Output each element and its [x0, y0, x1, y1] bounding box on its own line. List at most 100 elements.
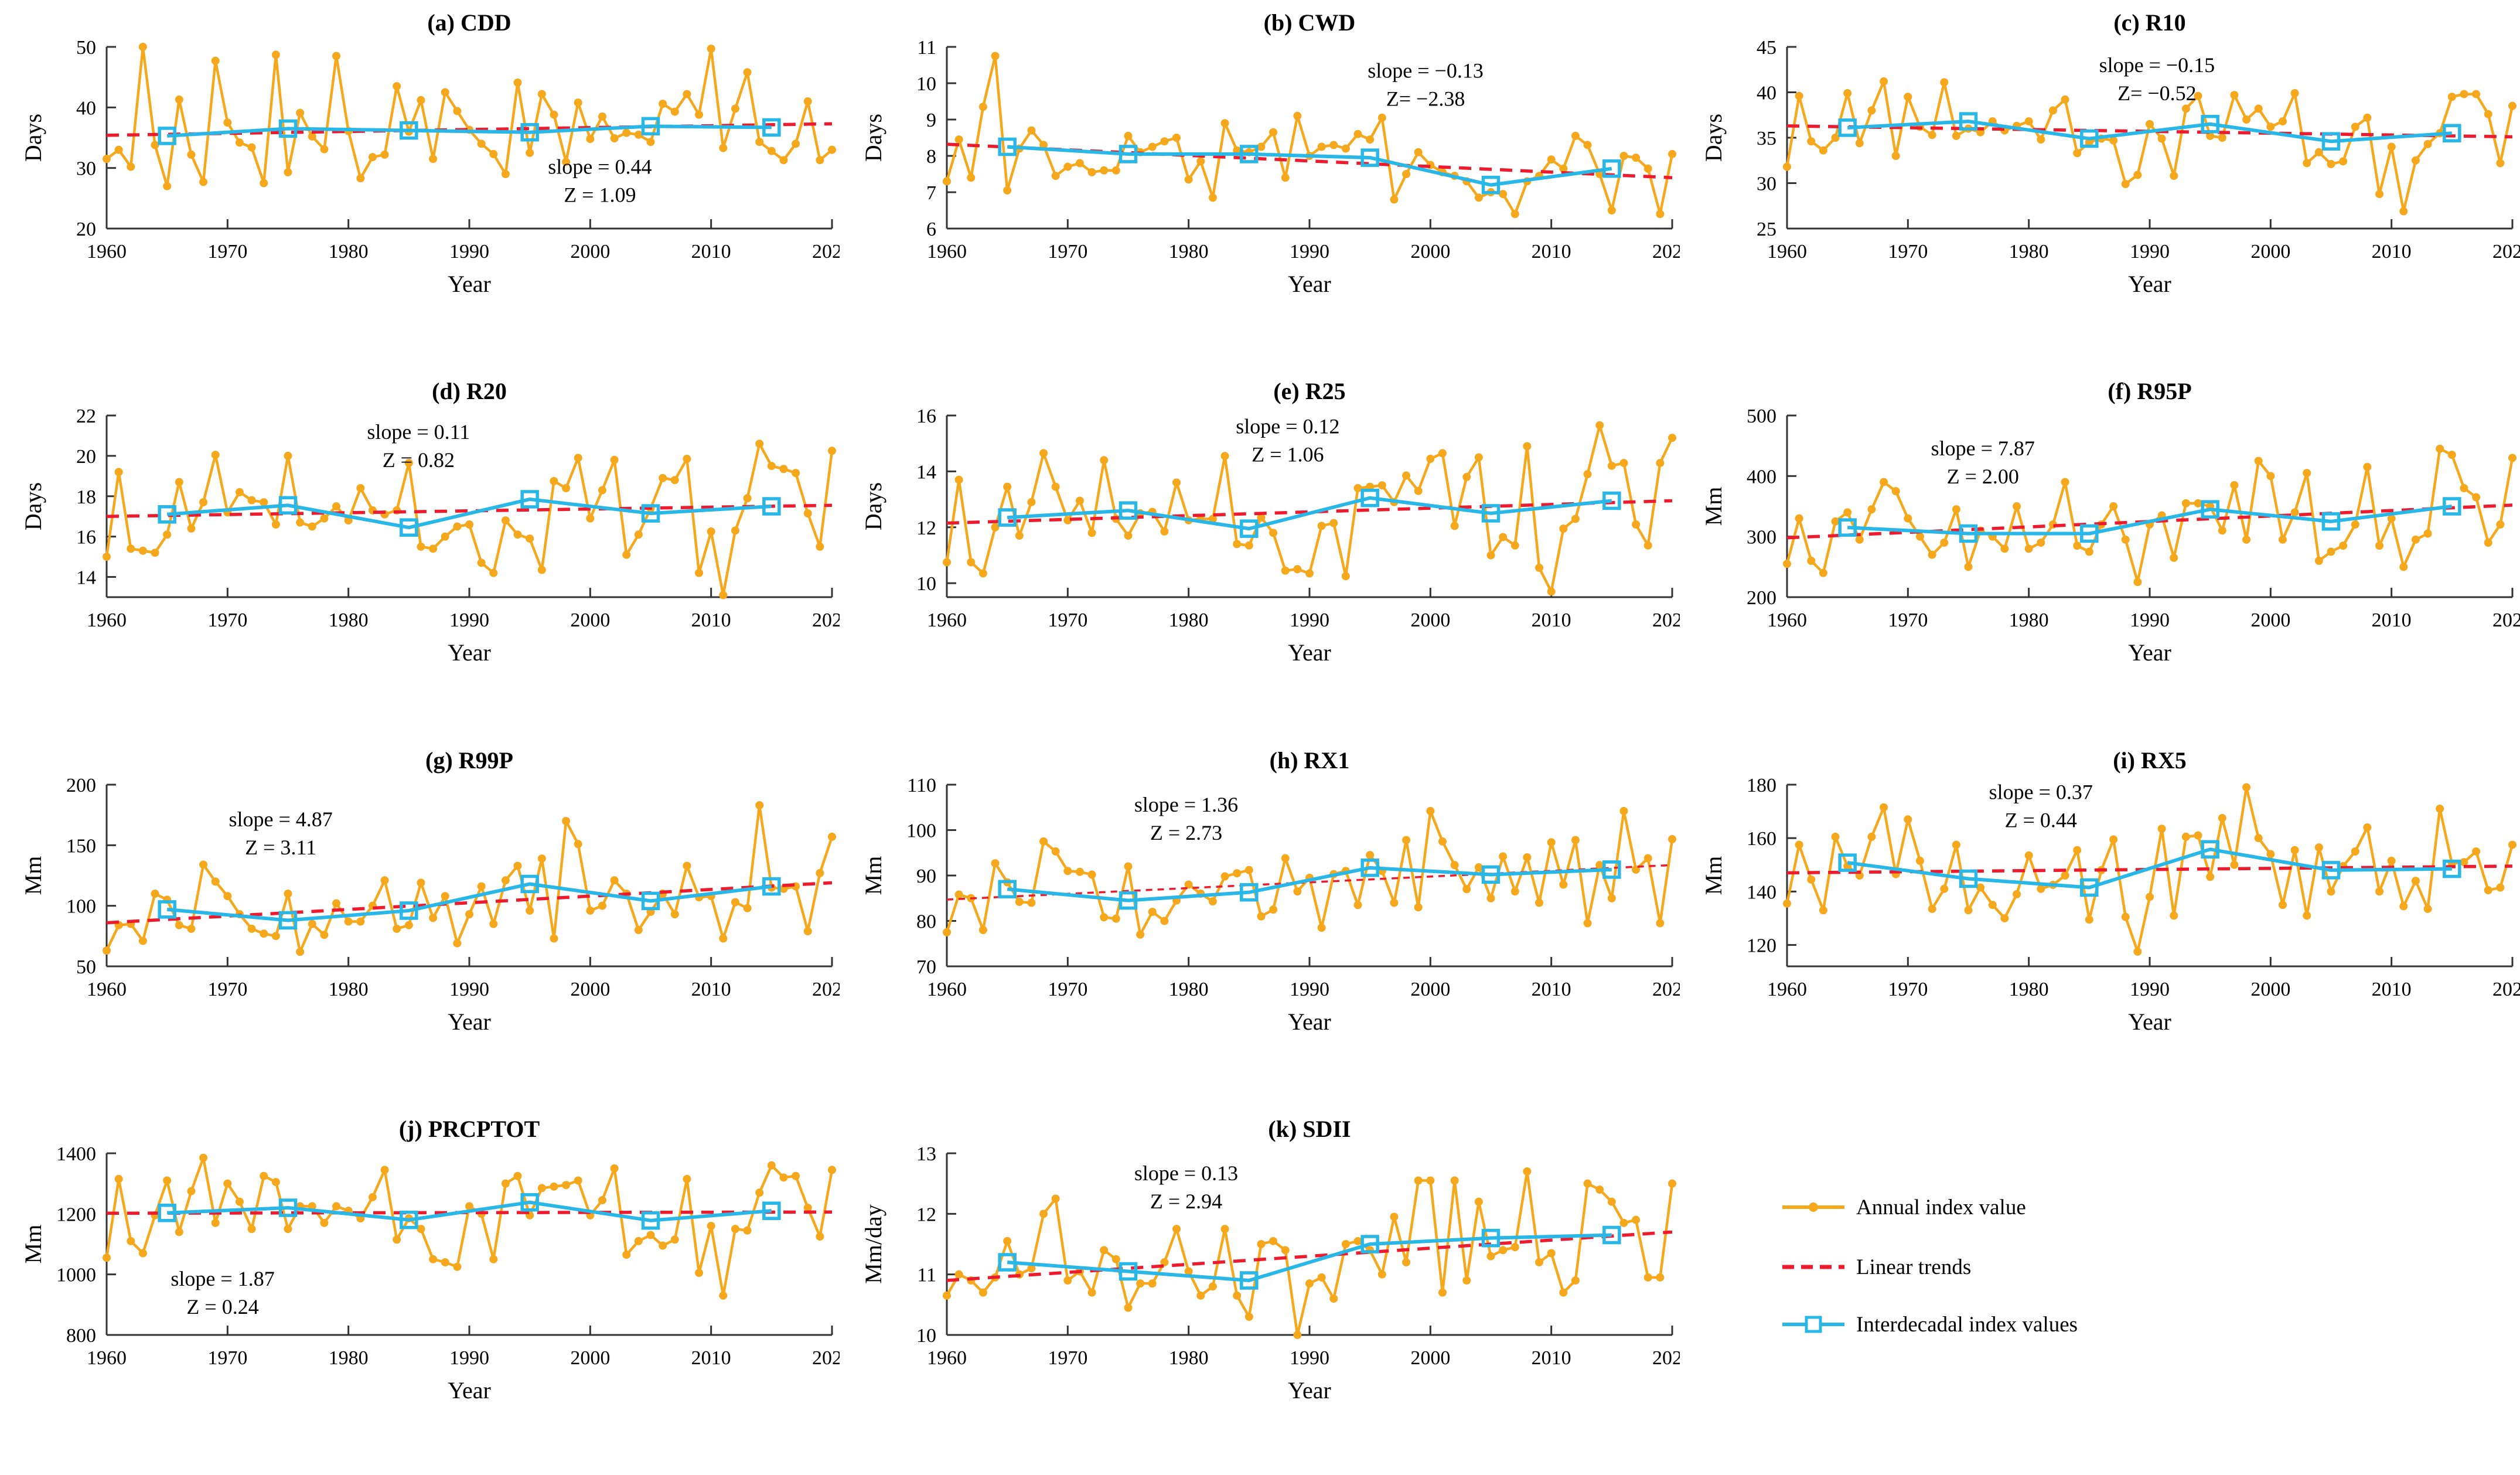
- annual-point: [1111, 914, 1120, 923]
- annual-point: [1831, 134, 1840, 142]
- annual-point: [2085, 138, 2093, 147]
- x-tick-label: 1970: [1888, 609, 1928, 631]
- annual-point: [441, 88, 449, 97]
- annual-point: [2399, 207, 2408, 216]
- annual-point: [1293, 111, 1302, 120]
- annual-point: [743, 904, 752, 912]
- x-tick-label: 1980: [329, 1347, 369, 1369]
- annual-point: [670, 910, 679, 919]
- annual-point: [1783, 899, 1791, 908]
- x-tick-label: 1980: [1169, 1347, 1209, 1369]
- annual-point: [1233, 1291, 1242, 1300]
- interdecadal-line: [166, 882, 772, 922]
- annual-point: [1317, 142, 1326, 151]
- annual-point: [1891, 152, 1900, 160]
- annual-point: [1317, 522, 1326, 530]
- chart-title: (f) R95P: [2108, 378, 2191, 404]
- z-annotation: Z = 0.44: [2005, 808, 2077, 832]
- annual-point: [707, 527, 715, 536]
- annual-series-line: [105, 45, 833, 188]
- interdecadal-marker: [1240, 883, 1259, 902]
- y-tick-label: 70: [916, 956, 936, 978]
- x-axis-label: Year: [1288, 1377, 1331, 1404]
- interdecadal-marker: [278, 496, 298, 515]
- y-tick-label: 40: [1757, 83, 1776, 104]
- annual-point: [284, 451, 292, 460]
- interdecadal-line: [1007, 145, 1612, 187]
- interdecadal-marker: [1481, 865, 1501, 884]
- y-tick-label: 20: [76, 219, 96, 240]
- y-tick-label: 16: [916, 406, 936, 427]
- annual-point: [296, 518, 305, 527]
- annual-point: [1656, 459, 1665, 468]
- annual-point: [755, 801, 764, 810]
- annual-point: [2327, 887, 2335, 896]
- x-tick-label: 2010: [1532, 609, 1571, 631]
- annual-series-line: [105, 442, 834, 597]
- x-tick-label: 2000: [1410, 241, 1450, 263]
- annual-point: [2460, 90, 2468, 98]
- x-tick-label: 1990: [1290, 979, 1329, 1000]
- annual-point: [1305, 1279, 1314, 1288]
- annual-point: [453, 522, 462, 531]
- annual-point: [211, 56, 220, 65]
- annual-point: [1414, 486, 1423, 495]
- annual-point: [1402, 836, 1411, 844]
- annual-point: [417, 96, 425, 104]
- annual-point: [1244, 541, 1253, 550]
- slope-annotation: slope = 0.12: [1236, 415, 1339, 438]
- slope-annotation: slope = 4.87: [229, 808, 332, 831]
- chart-title: (d) R20: [432, 378, 507, 404]
- y-tick-label: 150: [66, 835, 96, 857]
- annual-point: [1571, 1276, 1580, 1285]
- annual-point: [1450, 861, 1459, 870]
- annual-point: [719, 1291, 728, 1300]
- y-tick-label: 1200: [56, 1204, 96, 1225]
- annual-point: [1100, 1246, 1109, 1255]
- annual-point: [103, 553, 111, 561]
- interdecadal-marker: [762, 497, 781, 516]
- annual-point: [2254, 457, 2263, 465]
- annual-point: [978, 926, 987, 934]
- annual-point: [1269, 128, 1278, 137]
- annual-point: [513, 861, 522, 870]
- annual-point: [2037, 539, 2045, 547]
- annual-point: [646, 138, 655, 147]
- annual-point: [320, 145, 329, 154]
- annual-point: [513, 1171, 522, 1180]
- annual-point: [2133, 947, 2142, 956]
- annual-point: [138, 43, 147, 51]
- annual-point: [1075, 867, 1084, 876]
- slope-annotation: slope = 1.36: [1134, 793, 1238, 816]
- annual-point: [1220, 452, 1229, 461]
- annual-point: [1952, 131, 1960, 140]
- x-tick-label: 2000: [2250, 609, 2290, 631]
- annual-point: [127, 1236, 135, 1245]
- annual-point: [1795, 91, 1803, 100]
- annual-point: [260, 179, 268, 188]
- annual-point: [1124, 862, 1133, 871]
- annual-point: [1928, 904, 1936, 913]
- annual-point: [1196, 157, 1205, 166]
- annual-point: [235, 138, 244, 147]
- annual-point: [2073, 541, 2082, 550]
- annual-point: [127, 162, 135, 171]
- annual-point: [2109, 835, 2118, 844]
- annual-point: [187, 150, 196, 159]
- annual-point: [2387, 856, 2396, 865]
- y-axis-label: Days: [20, 114, 46, 162]
- chart-rx5-svg: 120 140 160 180 1960 1970 1980 1990 2000 2010 2020…: [1700, 747, 2520, 1035]
- annual-point: [1390, 1212, 1399, 1221]
- annual-point: [550, 934, 558, 943]
- annual-point: [1281, 1246, 1290, 1255]
- annual-point: [1390, 195, 1399, 204]
- annual-point: [634, 530, 643, 539]
- x-tick-label: 2020: [812, 241, 840, 263]
- annual-point: [187, 524, 196, 533]
- x-tick-label: 2000: [1410, 609, 1450, 631]
- annual-point: [1523, 442, 1532, 451]
- chart-r20: 14 16 18 20 22 1960 1970 1980 1990 2000 2010 2020 (d…: [0, 369, 840, 737]
- annual-point: [1619, 1218, 1628, 1227]
- annual-point: [151, 549, 159, 557]
- annual-point: [1353, 901, 1362, 909]
